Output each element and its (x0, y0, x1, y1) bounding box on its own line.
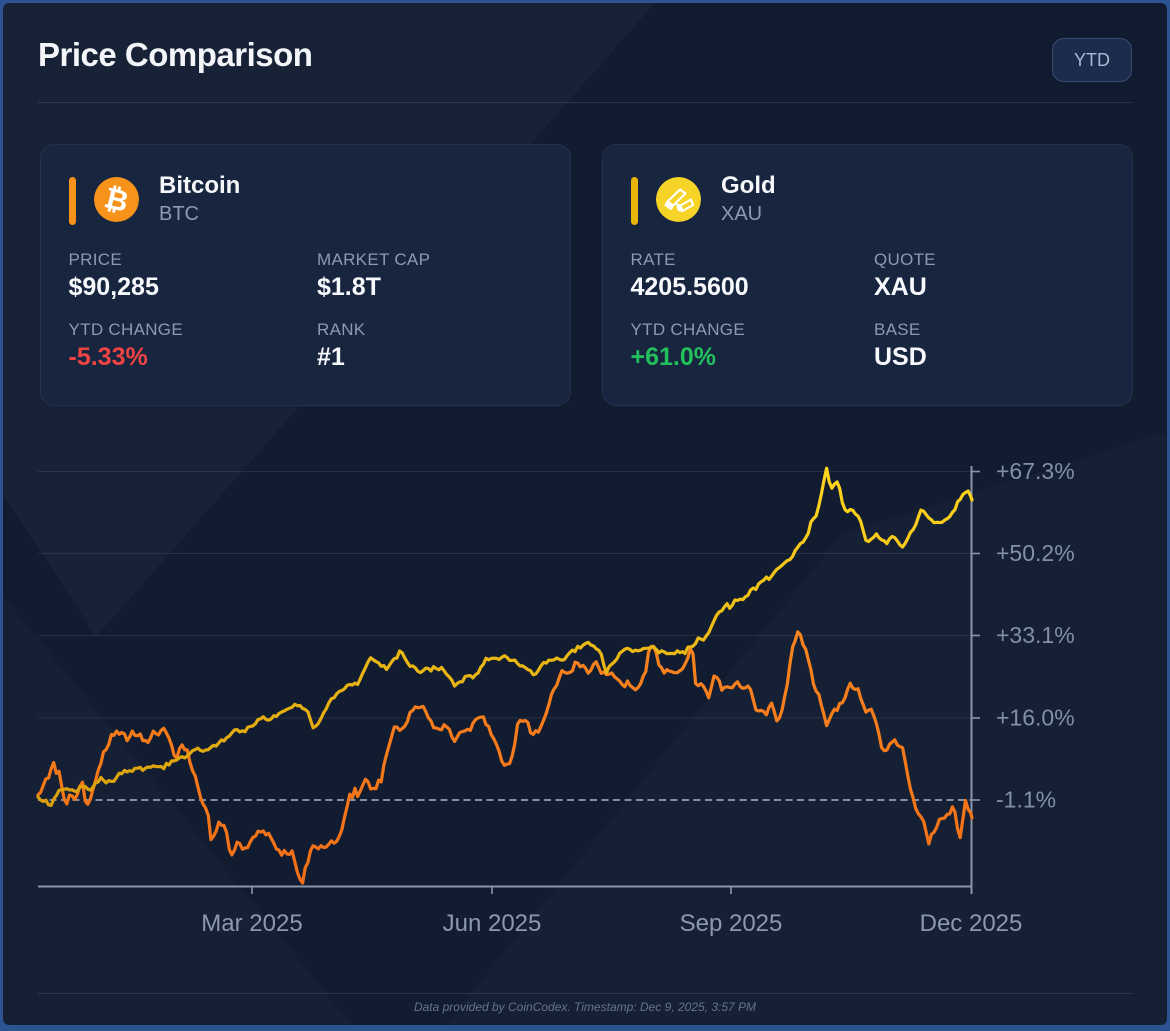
svg-text:+67.3%: +67.3% (996, 458, 1075, 484)
svg-text:Sep 2025: Sep 2025 (680, 910, 783, 937)
svg-text:+33.1%: +33.1% (996, 622, 1075, 648)
svg-text:Jun 2025: Jun 2025 (443, 910, 542, 937)
svg-text:+16.0%: +16.0% (996, 705, 1075, 731)
svg-text:-1.1%: -1.1% (996, 787, 1056, 813)
svg-text:Mar 2025: Mar 2025 (201, 910, 302, 937)
svg-text:+50.2%: +50.2% (996, 540, 1075, 566)
svg-text:Dec 2025: Dec 2025 (920, 910, 1023, 937)
